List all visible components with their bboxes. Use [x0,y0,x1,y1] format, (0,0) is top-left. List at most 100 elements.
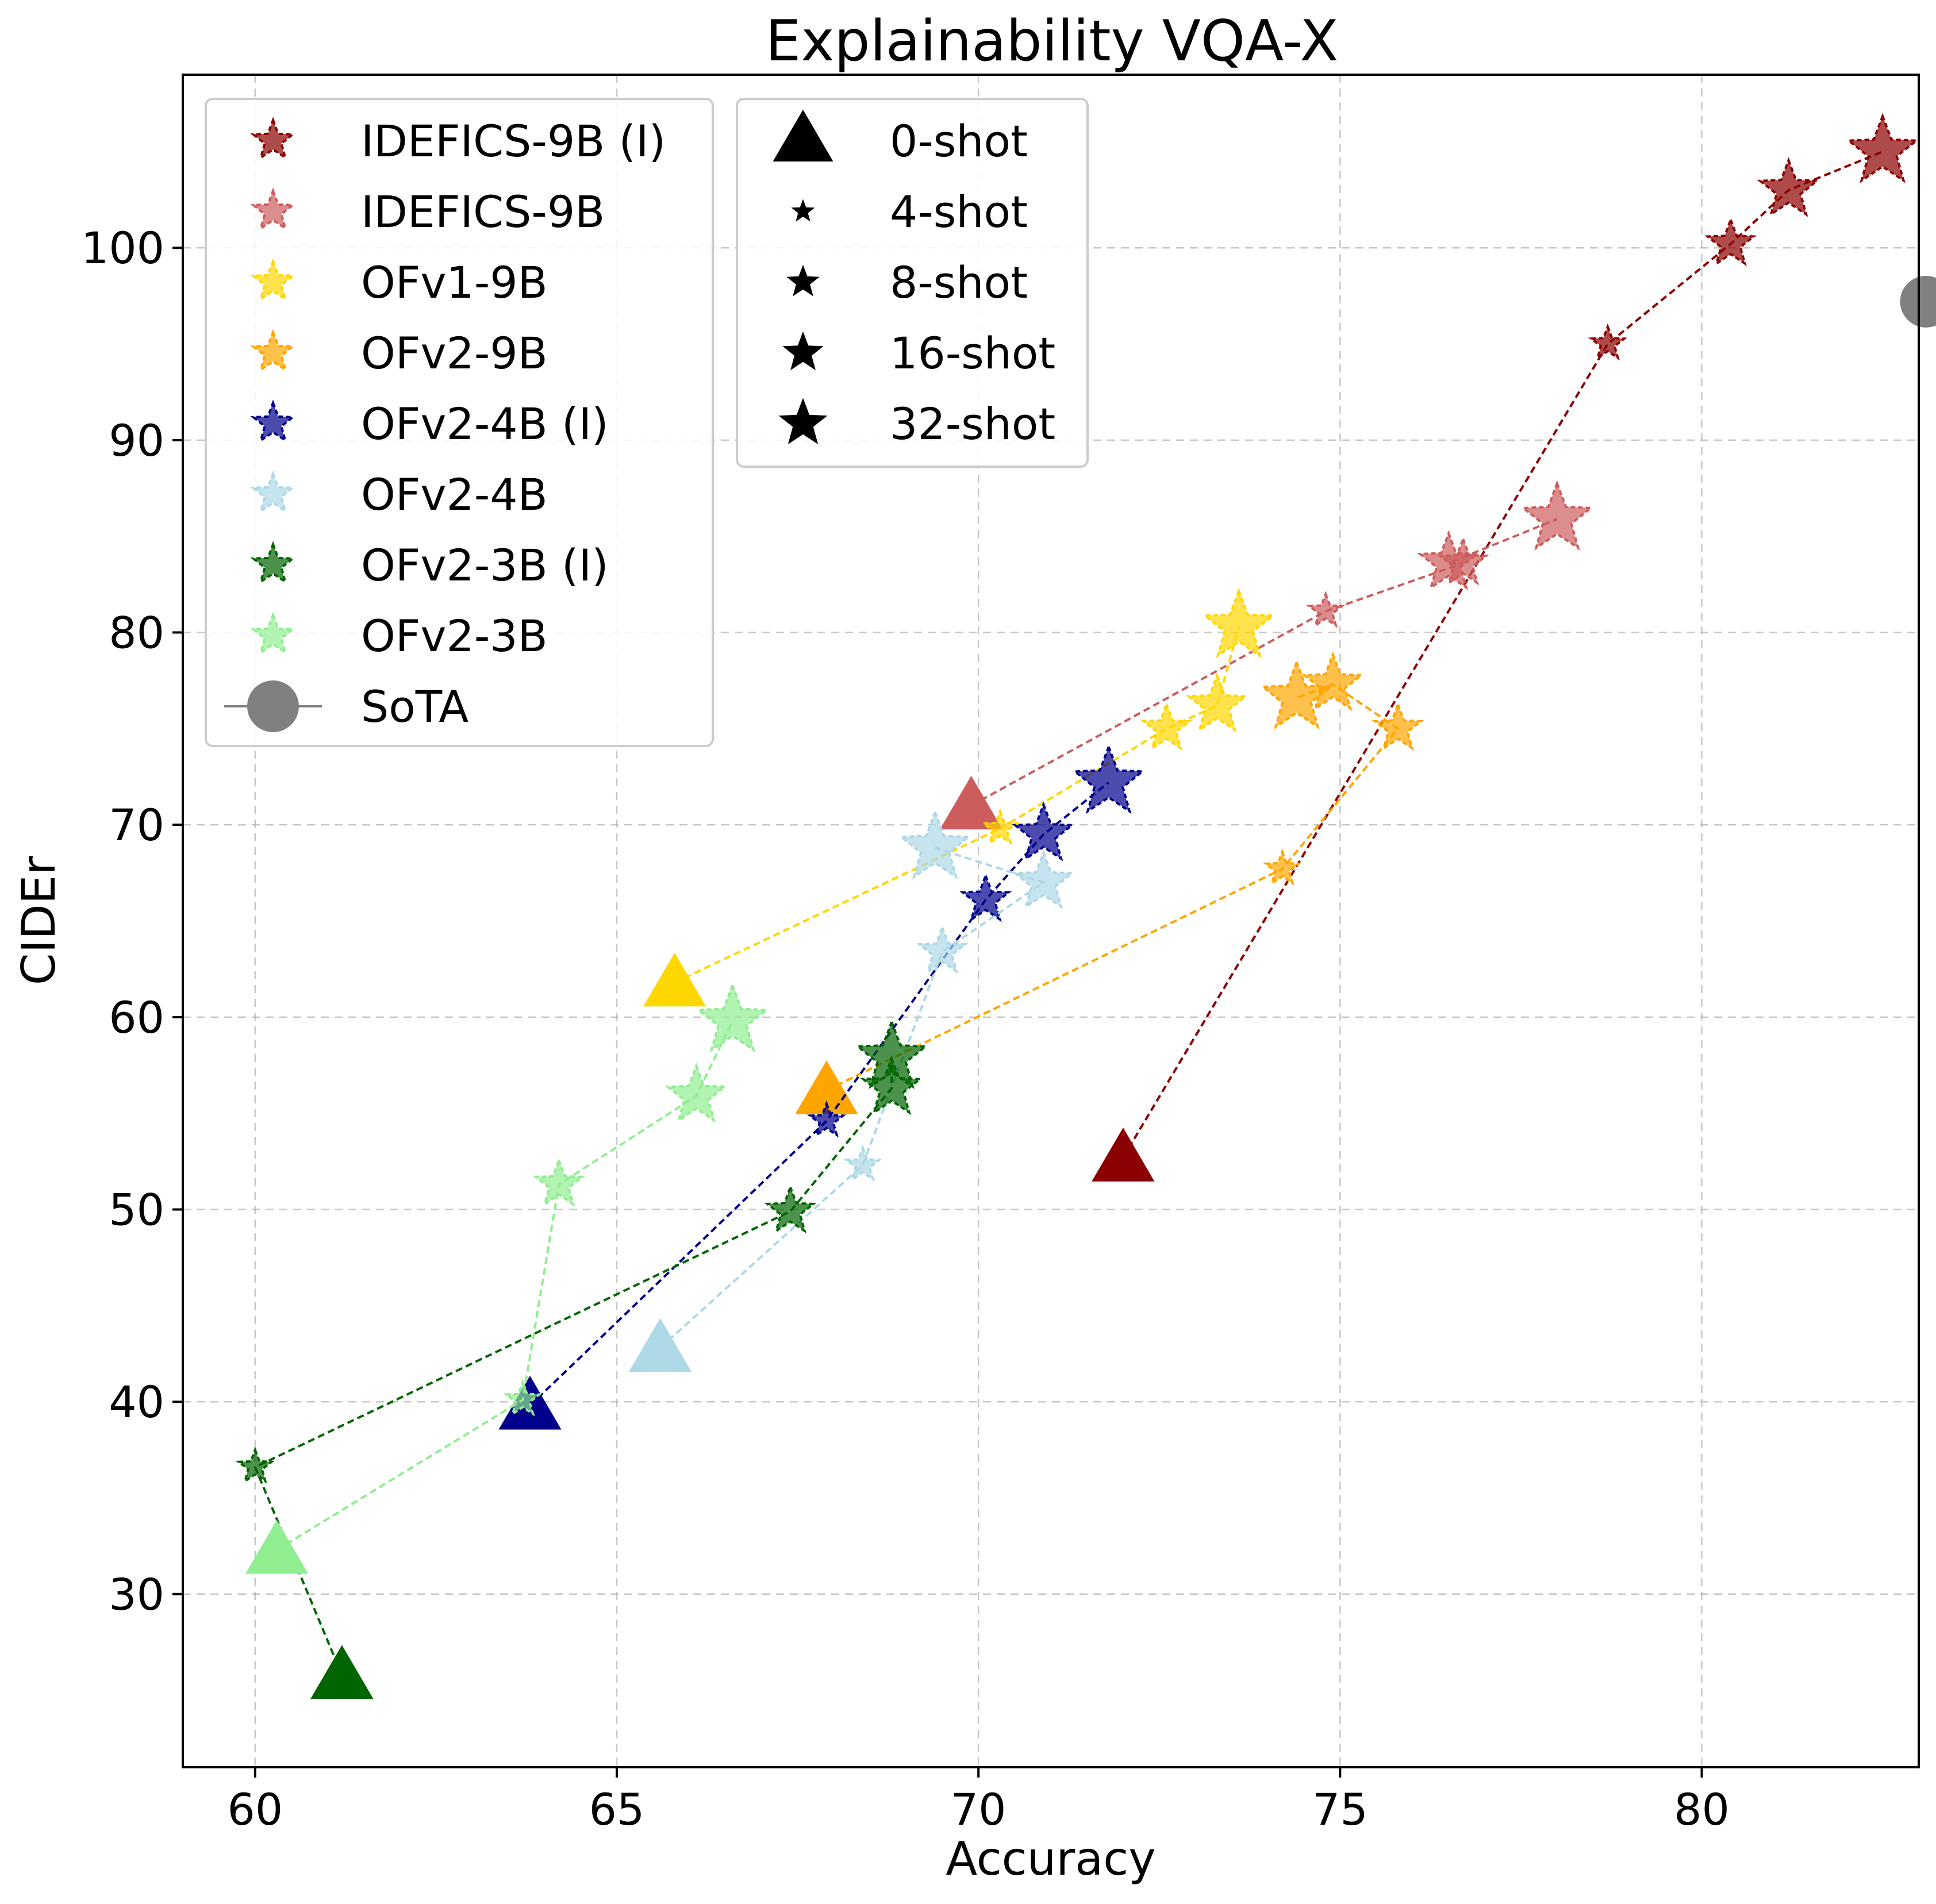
point-0-shot [498,1375,562,1430]
axis-ticks: 60 65 70 75 80 30 40 50 60 70 80 90 100 [81,222,1730,1835]
point-4-shot [843,1144,882,1182]
series-idefics-9b-i [1092,113,1920,1182]
point-8-shot [764,1184,817,1234]
legend-label-0-shot: 0-shot [890,116,1028,167]
legend-label-idefics-9b: IDEFICS-9B [361,186,605,237]
point-16-shot [1012,849,1075,910]
series-idefics-9b [939,480,1595,830]
series-line [659,847,1046,1349]
point-32-shot [1520,480,1595,551]
legend-models-frame [205,98,714,747]
legend-marker-ofv2-4b [250,470,296,514]
point-8-shot [1704,216,1757,267]
legend-sota-marker [247,680,299,732]
y-tick-label: 50 [109,1184,164,1235]
legend-marker-32-shot [778,398,828,445]
point-0-shot [939,775,1003,830]
point-0-shot [643,952,706,1007]
point-4-shot [503,1379,543,1417]
legend-label-ofv2-9b: OFv2-9B [361,328,548,379]
series-ofv1-9b [643,587,1276,1007]
legend-marker-4-shot [791,199,815,222]
point-8-shot [916,924,969,974]
point-4-shot [1306,590,1346,628]
x-tick-label: 80 [1674,1784,1730,1835]
point-32-shot [1071,743,1146,814]
point-0-shot [795,1060,858,1114]
legend-marker-ofv2-4b-i [250,399,296,443]
legend-marker-ofv2-3b [250,611,296,655]
legend-label-ofv2-4b-i: OFv2-4B (I) [361,398,609,449]
point-16-shot [664,1063,728,1123]
point-16-shot [1757,157,1820,217]
point-32-shot [854,1018,929,1089]
point-16-shot [1185,672,1249,733]
legend-label-ofv2-3b-i: OFv2-3B (I) [361,540,609,591]
y-tick-label: 60 [109,992,164,1043]
legend-label-32-shot: 32-shot [890,398,1055,449]
plot-area-frame [182,74,1920,1768]
point-8-shot [1372,701,1424,751]
series-ofv2-4b [628,809,1075,1372]
legend-marker-ofv2-3b-i [250,541,296,584]
x-axis-label: Accuracy [946,1832,1155,1886]
point-8-shot [959,872,1012,922]
point-0-shot [628,1318,692,1372]
point-0-shot [245,1520,309,1574]
legend-marker-8-shot [786,264,820,297]
point-4-shot [980,808,1020,845]
legend-marker-0-shot [773,110,833,161]
y-tick-label: 100 [81,222,164,274]
point-16-shot [860,1055,924,1116]
legend-label-ofv2-3b: OFv2-3B [361,610,548,661]
legend-label-4-shot: 4-shot [890,186,1028,237]
plot-series [235,113,1936,1699]
legend-marker-ofv1-9b [250,258,296,302]
series-ofv2-9b [795,651,1424,1114]
point-32-shot [1259,659,1334,730]
legend-label-8-shot: 8-shot [890,257,1028,308]
chart-title: Explainability VQA-X [766,9,1339,74]
point-16-shot [1012,801,1075,861]
point-16-shot [1301,651,1365,711]
legend-label-ofv2-4b: OFv2-4B [361,469,548,520]
x-tick-label: 65 [589,1784,645,1835]
point-32-shot [695,982,770,1053]
series-ofv2-3b-i [235,1018,929,1699]
point-0-shot [310,1645,374,1699]
legend-marker-idefics-9b [250,187,296,231]
y-tick-label: 90 [109,415,164,466]
point-32-shot [898,809,973,880]
legend-label-16-shot: 16-shot [890,328,1055,379]
point-4-shot [1588,323,1627,361]
y-tick-label: 80 [109,607,164,659]
x-tick-label: 60 [227,1784,283,1835]
legend-shots: 0-shot 4-shot 8-shot 16-shot 32-shot [736,98,1089,468]
point-4-shot [235,1447,275,1484]
point-32-shot [1845,113,1920,183]
y-tick-label: 30 [109,1569,164,1620]
legend-marker-idefics-9b-i [250,117,296,160]
point-8-shot [532,1157,585,1207]
x-tick-label: 75 [1312,1784,1368,1835]
series-line [674,626,1240,984]
y-axis-label: CIDEr [12,856,66,986]
point-32-shot [1201,587,1276,659]
legend-shots-frame [736,98,1089,468]
point-8-shot [1140,701,1193,751]
series-ofv2-4b-i [498,743,1146,1430]
y-tick-label: 40 [109,1376,164,1428]
legend-label-sota: SoTA [361,681,468,732]
series-ofv2-3b [245,982,770,1574]
y-tick-label: 70 [109,799,164,851]
point-0-shot [1092,1128,1155,1182]
legend-marker-16-shot [782,331,824,371]
point-16-shot [1417,530,1480,590]
legend-label-idefics-9b-i: IDEFICS-9B (I) [361,116,666,167]
legend-models: IDEFICS-9B (I) IDEFICS-9B OFv1-9B OFv2-9B OF… [205,98,714,747]
legend-marker-ofv2-9b [250,329,296,372]
x-tick-label: 70 [951,1784,1007,1835]
legend-label-ofv1-9b: OFv1-9B [361,257,548,308]
point-4-shot [806,1100,846,1138]
